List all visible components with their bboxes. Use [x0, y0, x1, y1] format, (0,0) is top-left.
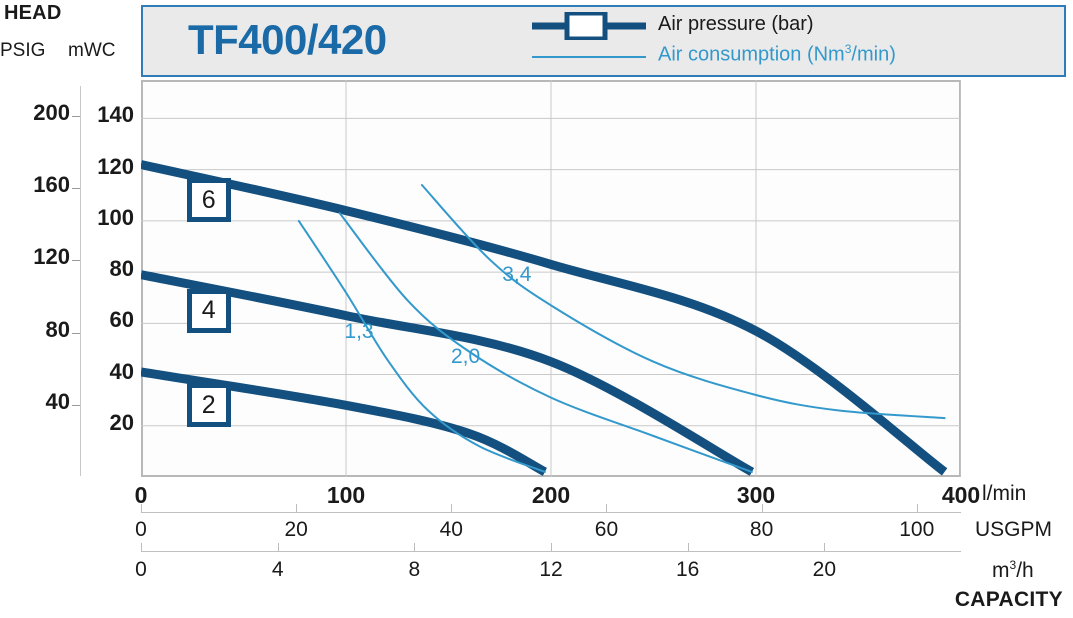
- x-axis-unit-mh: m3/h: [992, 558, 1034, 582]
- legend-label-air-pressure: Air pressure (bar): [658, 13, 814, 35]
- xtick-usgpm-100: 100: [899, 518, 935, 541]
- air-consumption-label-1-3: 1,3: [344, 319, 374, 343]
- xtick-mark: [761, 504, 763, 512]
- xtick-lmin-200: 200: [531, 482, 571, 508]
- psig-tick-mark-120: [72, 260, 80, 262]
- air-consumption-label-3-4: 3,4: [502, 263, 532, 287]
- psig-tick-mark-200: [72, 116, 80, 118]
- psig-tick-mark-80: [72, 332, 80, 334]
- air-pressure-legend-icon: [530, 10, 648, 42]
- x-axis-unit-usgpm: USGPM: [975, 518, 1053, 541]
- xtick-mark: [296, 504, 298, 512]
- xtick-mh-12: 12: [539, 558, 563, 581]
- xtick-mark: [551, 543, 552, 551]
- xtick-mark: [606, 504, 608, 512]
- legend-label-air-consumption: Air consumption (Nm3/min): [658, 42, 896, 67]
- legend: Air pressure (bar) Air consumption (Nm3/…: [530, 10, 960, 70]
- xtick-lmin-100: 100: [326, 482, 366, 508]
- x-axis-separator: [141, 512, 961, 513]
- xtick-usgpm-40: 40: [439, 518, 463, 541]
- xtick-mark: [824, 543, 826, 551]
- plot-canvas: [141, 80, 961, 477]
- air-consumption-label-2-0: 2,0: [451, 345, 481, 369]
- xtick-usgpm-60: 60: [594, 518, 619, 541]
- xtick-mh-4: 4: [271, 558, 284, 581]
- xtick-mark: [414, 543, 416, 551]
- legend-label-air-consumption-head: Air consumption (Nm: [658, 43, 845, 66]
- mwc-tick-80: 80: [109, 256, 134, 282]
- xtick-mark: [277, 543, 279, 551]
- pressure-curve-marker-4: 4: [186, 288, 231, 333]
- xtick-usgpm-0: 0: [135, 518, 147, 541]
- psig-tick-200: 200: [33, 100, 70, 126]
- xtick-lmin-0: 0: [134, 482, 148, 508]
- model-title: TF400/420: [188, 16, 387, 63]
- head-axis-title: HEAD: [4, 2, 62, 24]
- xtick-mark: [141, 543, 142, 551]
- mwc-tick-40: 40: [109, 358, 134, 384]
- mwc-tick-140: 140: [97, 102, 134, 128]
- xtick-mark: [687, 543, 689, 551]
- xtick-mh-0: 0: [135, 558, 147, 581]
- legend-label-air-consumption-tail: /min): [851, 43, 896, 66]
- psig-unit-label: PSIG: [0, 40, 46, 61]
- pressure-curve-marker-6: 6: [186, 178, 231, 223]
- x-axis-unit-lmin: l/min: [982, 482, 1027, 505]
- mwc-tick-120: 120: [97, 153, 134, 179]
- xtick-usgpm-20: 20: [284, 518, 308, 541]
- x-axis-separator: [141, 551, 961, 552]
- mwc-tick-60: 60: [109, 307, 134, 333]
- xtick-lmin-300: 300: [736, 482, 776, 508]
- xtick-mark: [141, 504, 142, 512]
- mwc-unit-label: mWC: [68, 40, 116, 61]
- xtick-mark: [451, 504, 453, 512]
- legend-label-superscript: 3: [844, 42, 852, 56]
- mwc-tick-20: 20: [109, 409, 134, 435]
- pressure-curve-marker-2: 2: [186, 383, 231, 428]
- xtick-mh-20: 20: [812, 558, 836, 581]
- psig-tick-80: 80: [45, 316, 70, 342]
- psig-tick-mark-40: [72, 404, 80, 406]
- xtick-lmin-400: 400: [941, 482, 981, 508]
- psig-tick-160: 160: [33, 172, 70, 198]
- xtick-mark: [916, 504, 918, 512]
- xtick-mh-16: 16: [675, 558, 700, 581]
- psig-tick-40: 40: [45, 388, 70, 414]
- mwc-tick-100: 100: [97, 204, 134, 230]
- psig-tick-mark-160: [72, 188, 80, 190]
- air-consumption-legend-icon: [530, 41, 648, 69]
- psig-tick-120: 120: [33, 244, 70, 270]
- xtick-mh-8: 8: [408, 558, 421, 581]
- psig-axis-line: [80, 86, 81, 476]
- capacity-axis-title: CAPACITY: [954, 588, 1063, 611]
- xtick-usgpm-80: 80: [749, 518, 774, 541]
